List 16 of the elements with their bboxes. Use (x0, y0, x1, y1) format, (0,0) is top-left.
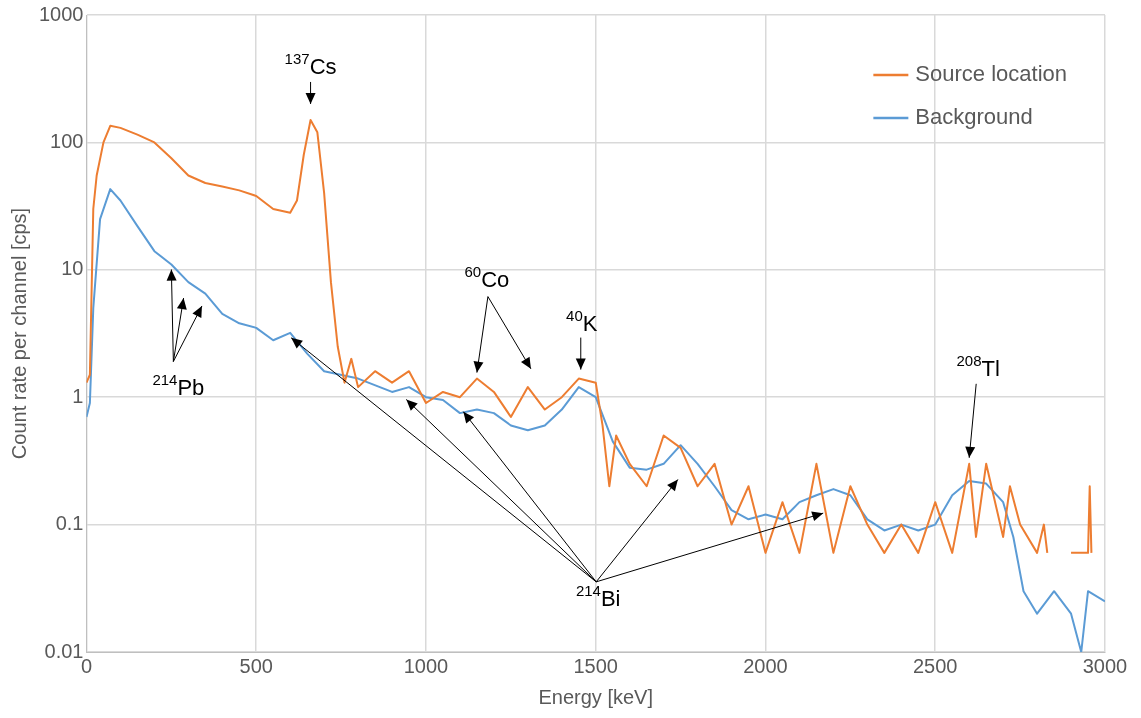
legend-label: Source location (915, 61, 1068, 87)
x-tick-label: 2000 (743, 654, 788, 677)
y-tick-label: 1000 (38, 2, 84, 25)
x-tick-label: 1500 (573, 654, 618, 677)
x-tick-label: 1000 (403, 654, 449, 677)
x-axis-title: Energy [keV] (538, 685, 653, 708)
legend-label: Background (915, 104, 1033, 130)
x-tick-label: 0 (80, 654, 93, 677)
x-tick-label: 2500 (913, 654, 958, 677)
x-tick-label: 3000 (1082, 654, 1128, 677)
x-tick-label: 500 (239, 654, 273, 677)
y-tick-label: 1 (72, 384, 84, 407)
y-axis-title: Count rate per channel [cps] (7, 207, 30, 460)
y-tick-label: 100 (50, 129, 84, 152)
y-tick-label: 0.1 (55, 512, 84, 535)
y-tick-label: 10 (61, 257, 84, 280)
